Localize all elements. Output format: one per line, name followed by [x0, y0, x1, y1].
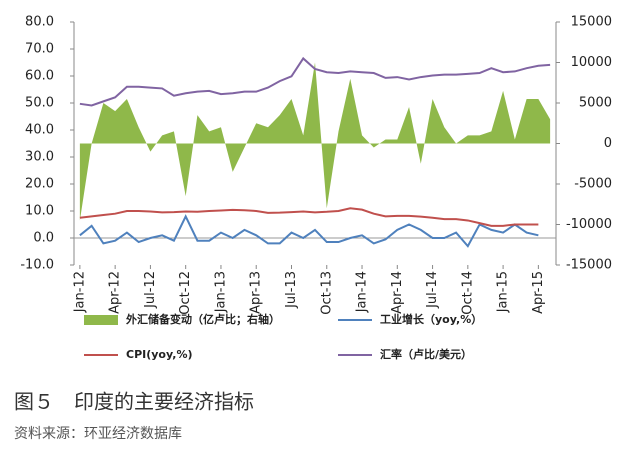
y-tick-label: 80.0 [25, 15, 54, 30]
x-tick-label: Oct-13 [319, 271, 334, 315]
y2-tick-label: 15000 [571, 15, 612, 30]
y2-tick-label: 0 [604, 136, 612, 151]
x-tick-label: Apr-14 [390, 271, 405, 314]
y-tick-label: 30.0 [25, 150, 54, 165]
x-tick-label: Jan-14 [355, 271, 370, 313]
y-tick-label: 70.0 [25, 42, 54, 57]
x-tick-label: Jul-13 [284, 271, 299, 309]
caption: 图５ 印度的主要经济指标 [14, 390, 254, 414]
x-tick-label: Jan-13 [213, 271, 228, 313]
legend-swatch [84, 315, 118, 325]
line [79, 214, 539, 248]
y-tick-label: 10.0 [25, 204, 54, 219]
y2-tick-label: -15000 [566, 258, 612, 273]
area [79, 62, 551, 221]
source: 资料来源：环亚经济数据库 [14, 426, 182, 442]
y2-tick-label: -5000 [574, 177, 612, 192]
x-tick-label: Oct-14 [460, 271, 475, 315]
legend-label: CPI(yoy,%) [126, 348, 193, 361]
x-tick-label: Apr-13 [249, 271, 264, 314]
y-tick-label: 50.0 [25, 96, 54, 111]
x-tick-label: Jan-15 [496, 271, 511, 313]
y-tick-label: 0.0 [33, 231, 54, 246]
legend-label: 汇率（卢比/美元） [380, 347, 472, 361]
y2-tick-label: 5000 [579, 96, 612, 111]
legend-label: 外汇储备变动（亿卢比；右轴） [125, 312, 280, 326]
y-tick-label: -10.0 [20, 258, 54, 273]
line [79, 207, 539, 227]
legend-label: 工业增长（yoy,%） [380, 312, 482, 326]
x-tick-label: Jul-14 [425, 271, 440, 309]
x-tick-label: Jan-12 [72, 271, 87, 313]
x-tick-label: Apr-12 [108, 271, 123, 314]
y-tick-label: 40.0 [25, 123, 54, 138]
x-tick-label: Jul-12 [143, 271, 158, 309]
y-tick-label: 20.0 [25, 177, 54, 192]
line [79, 56, 551, 107]
y-tick-label: 60.0 [25, 69, 54, 84]
y2-tick-label: 10000 [571, 55, 612, 70]
y2-tick-label: -10000 [566, 217, 612, 232]
x-tick-label: Oct-12 [178, 271, 193, 315]
x-tick-label: Apr-15 [531, 271, 546, 314]
